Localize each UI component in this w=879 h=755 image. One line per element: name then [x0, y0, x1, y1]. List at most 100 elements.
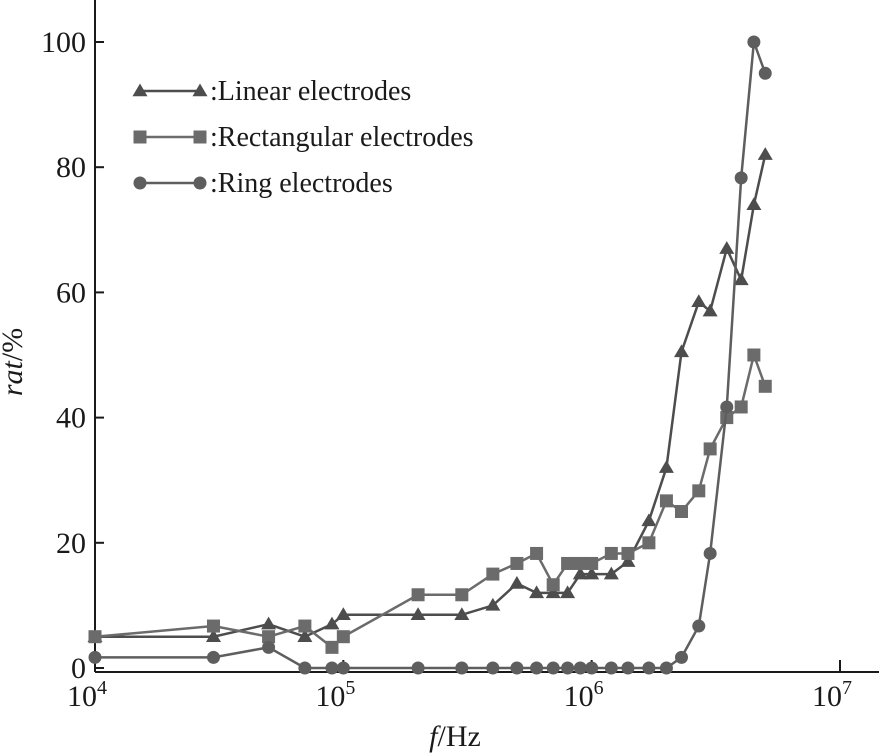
series-layer [87, 35, 773, 675]
series-2-point-2 [262, 640, 276, 654]
series-1-point-14 [585, 556, 599, 570]
series-1-point-1 [206, 619, 220, 633]
series-1-point-9 [510, 556, 524, 570]
x-tick-base-1: 10 [315, 680, 345, 713]
series-2-point-14 [585, 661, 599, 675]
series-2-point-13 [573, 661, 587, 675]
y-tick-label-1: 20 [56, 527, 86, 560]
series-2-point-17 [642, 661, 656, 675]
series-0-point-23 [733, 272, 749, 286]
series-2-point-4 [325, 661, 339, 675]
series-0-point-10 [529, 585, 545, 599]
series-1-point-5 [336, 630, 350, 644]
series-2-point-23 [734, 171, 748, 185]
series-0-point-20 [691, 294, 707, 308]
series-2-point-12 [561, 661, 575, 675]
series-0-point-17 [641, 513, 657, 527]
series-2-point-10 [530, 661, 544, 675]
x-axis-title-unit: /Hz [438, 720, 481, 753]
series-1-point-23 [734, 400, 748, 414]
x-tick-exp-1: 5 [345, 677, 355, 699]
series-0-point-18 [658, 460, 674, 473]
x-tick-base-3: 10 [812, 680, 842, 713]
series-0-point-15 [603, 566, 619, 580]
series-0-point-12 [560, 585, 576, 599]
y-tick-label-4: 80 [56, 151, 86, 184]
series-line-0 [95, 154, 767, 639]
series-2-point-24 [747, 35, 761, 49]
series-1-point-25 [758, 379, 772, 393]
series-1-point-6 [411, 588, 425, 602]
y-tick-label-0: 0 [71, 652, 86, 685]
x-tick-base-0: 10 [67, 680, 97, 713]
series-1-point-0 [88, 630, 102, 644]
series-1-point-18 [659, 494, 673, 508]
legend-marker-left-1 [133, 130, 147, 144]
series-1-point-19 [674, 505, 688, 518]
y-tick-label-3: 60 [56, 276, 86, 309]
series-0-point-6 [410, 607, 426, 621]
series-2-point-7 [455, 661, 469, 675]
series-0-point-14 [584, 566, 600, 580]
x-tick-label-2: 106 [564, 677, 604, 713]
legend-marker-right-2 [193, 176, 207, 190]
x-axis-title: f/Hz [429, 720, 481, 753]
series-2-point-11 [546, 661, 560, 675]
series-0-point-16 [620, 554, 636, 567]
legend-label-2: :Ring electrodes [210, 168, 393, 199]
series-1-point-8 [486, 567, 500, 581]
x-tick-label-1: 105 [315, 677, 355, 713]
series-2-point-8 [486, 661, 500, 675]
series-2-point-18 [659, 661, 673, 675]
series-0-point-19 [673, 344, 689, 358]
series-0-point-1 [205, 629, 221, 642]
series-2-point-22 [720, 400, 734, 414]
x-tick-exp-3: 7 [842, 677, 852, 699]
series-0-point-24 [746, 197, 762, 211]
series-2-point-5 [336, 661, 350, 675]
series-1-point-12 [561, 556, 575, 570]
series-1-point-17 [642, 536, 656, 550]
x-tick-label-0: 104 [67, 677, 107, 713]
series-0-point-2 [261, 616, 277, 630]
series-1-point-3 [298, 619, 312, 633]
series-0-point-25 [757, 147, 773, 160]
axes [94, 0, 879, 673]
legend-item-0: :Linear electrodes [132, 76, 411, 107]
legend-label-1: :Rectangular electrodes [210, 122, 474, 153]
series-2-point-15 [604, 661, 618, 675]
legend-marker-right-1 [193, 130, 207, 144]
legend-marker-left-2 [133, 176, 147, 190]
y-tick-label-5: 100 [41, 26, 86, 59]
series-2-point-25 [758, 66, 772, 80]
series-0-point-21 [702, 303, 718, 317]
y-axis-title-italic: rat [0, 360, 29, 396]
series-2-point-1 [206, 650, 220, 664]
legend-item-1: :Rectangular electrodes [133, 122, 474, 153]
x-tick-label-3: 107 [812, 677, 852, 713]
y-axis-title-unit: /% [0, 328, 29, 361]
series-0 [87, 147, 773, 642]
legend-label-0: :Linear electrodes [210, 76, 411, 107]
y-axis-title: rat/% [0, 328, 29, 396]
series-1-point-10 [530, 546, 544, 560]
series-0-point-8 [485, 597, 501, 611]
x-tick-exp-0: 4 [97, 677, 107, 699]
series-1 [88, 348, 772, 654]
series-2-point-16 [621, 661, 635, 675]
series-2 [88, 35, 772, 675]
legend-marker-left-0 [132, 83, 148, 97]
series-0-point-11 [545, 585, 561, 599]
y-ticks: 0 20 40 60 80 100 [41, 26, 104, 685]
series-1-point-16 [621, 546, 635, 560]
series-0-point-9 [509, 575, 525, 589]
series-1-point-20 [692, 484, 706, 498]
series-2-point-9 [510, 661, 524, 675]
series-1-point-15 [604, 546, 618, 560]
series-2-point-3 [298, 661, 312, 675]
x-tick-base-2: 10 [564, 680, 594, 713]
series-1-point-24 [747, 348, 761, 362]
series-1-point-7 [455, 588, 469, 602]
x-tick-exp-2: 6 [594, 677, 604, 699]
